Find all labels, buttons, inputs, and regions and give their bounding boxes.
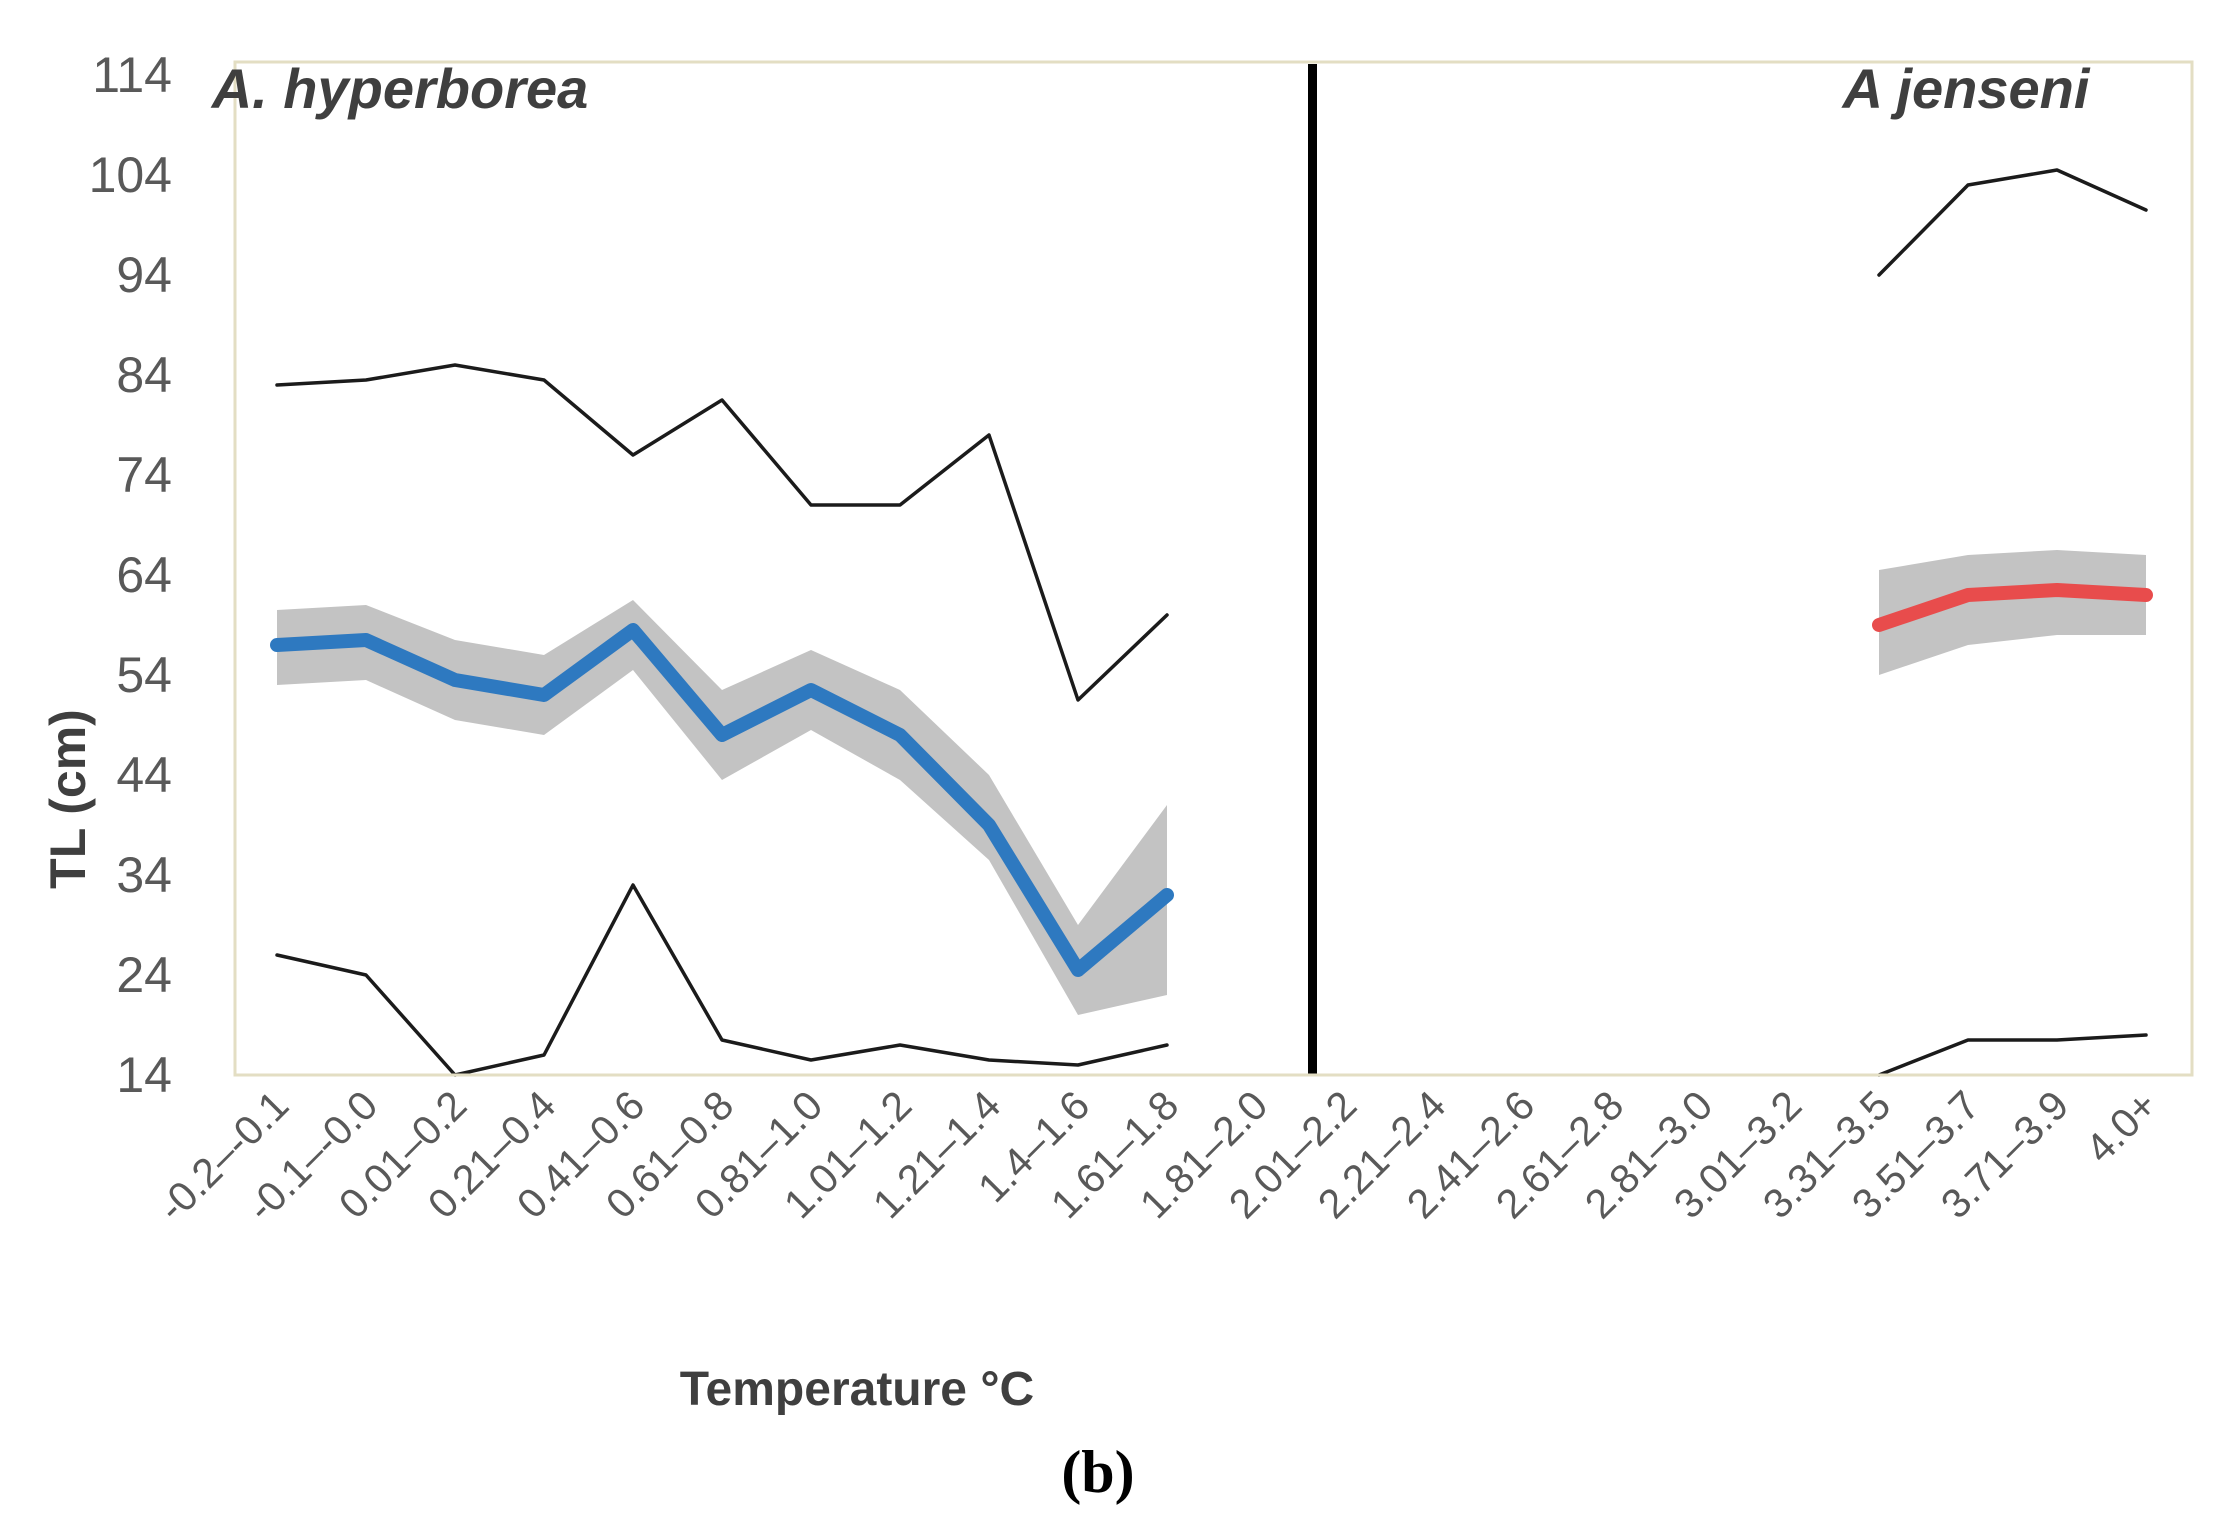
y-tick-label: 34 [116, 847, 172, 903]
limit-line-hyperborea [275, 883, 1169, 1077]
right-panel-title: A jenseni [1842, 57, 2090, 120]
figure-caption: (b) [1061, 1439, 1135, 1505]
y-tick-label: 44 [116, 747, 172, 803]
mean-line-jenseni [1872, 583, 2153, 632]
y-tick-label: 64 [116, 547, 172, 603]
x-axis-title: Temperature °C [679, 1363, 1035, 1416]
y-tick-label: 74 [116, 447, 172, 503]
y-tick-label: 114 [92, 47, 172, 103]
y-tick-label: 104 [89, 147, 172, 203]
mean-line-hyperborea [270, 623, 1174, 977]
y-tick-label: 24 [116, 947, 172, 1003]
y-axis-title: TL (cm) [40, 709, 96, 889]
limit-line-jenseni [1877, 1033, 2148, 1077]
y-tick-label: 14 [116, 1047, 172, 1103]
confidence-band-hyperborea [277, 600, 1167, 1015]
y-tick-label: 84 [116, 347, 172, 403]
y-tick-label: 54 [116, 647, 172, 703]
left-panel-title: A. hyperborea [211, 57, 589, 120]
x-tick-label: 4.0+ [2077, 1082, 2167, 1172]
limit-line-jenseni [1877, 168, 2148, 277]
plot-border [233, 60, 2194, 1077]
limit-line-hyperborea [275, 363, 1169, 702]
confidence-band-jenseni [1879, 550, 2146, 675]
y-tick-label: 94 [116, 247, 172, 303]
